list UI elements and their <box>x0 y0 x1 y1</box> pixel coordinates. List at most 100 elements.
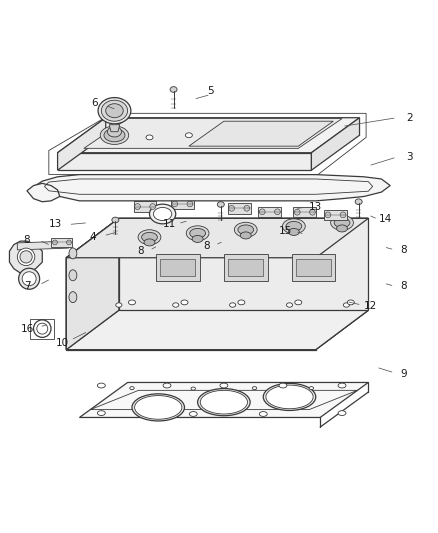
Ellipse shape <box>37 323 48 334</box>
Ellipse shape <box>234 222 257 237</box>
Polygon shape <box>223 254 267 280</box>
Ellipse shape <box>185 133 192 138</box>
Text: 8: 8 <box>399 281 406 291</box>
Ellipse shape <box>337 411 345 416</box>
Polygon shape <box>66 219 367 350</box>
Text: 4: 4 <box>89 232 95 242</box>
Ellipse shape <box>286 303 292 307</box>
Polygon shape <box>228 259 263 276</box>
Ellipse shape <box>17 248 35 265</box>
Ellipse shape <box>186 226 208 241</box>
Ellipse shape <box>53 240 57 245</box>
Ellipse shape <box>22 272 36 286</box>
Ellipse shape <box>192 236 203 243</box>
Text: 12: 12 <box>363 301 376 311</box>
Ellipse shape <box>279 383 286 388</box>
Ellipse shape <box>149 204 155 209</box>
Ellipse shape <box>134 395 181 419</box>
Ellipse shape <box>263 383 315 410</box>
Ellipse shape <box>240 232 251 239</box>
Polygon shape <box>51 238 72 247</box>
Polygon shape <box>10 241 42 273</box>
Polygon shape <box>188 121 332 146</box>
Text: 8: 8 <box>399 245 406 255</box>
Polygon shape <box>109 125 120 132</box>
Ellipse shape <box>162 383 170 388</box>
Polygon shape <box>119 219 367 310</box>
Ellipse shape <box>69 292 77 303</box>
Ellipse shape <box>112 217 119 223</box>
Polygon shape <box>66 219 367 258</box>
Polygon shape <box>170 199 193 209</box>
Polygon shape <box>155 254 199 280</box>
Ellipse shape <box>265 385 312 409</box>
Text: 14: 14 <box>378 214 392 224</box>
Text: 3: 3 <box>406 152 412 162</box>
Ellipse shape <box>171 201 177 207</box>
Polygon shape <box>323 209 346 220</box>
Ellipse shape <box>219 383 227 388</box>
Ellipse shape <box>104 128 125 142</box>
Ellipse shape <box>20 251 32 263</box>
Ellipse shape <box>259 209 265 215</box>
Text: 5: 5 <box>207 86 214 96</box>
Polygon shape <box>84 118 341 148</box>
Ellipse shape <box>172 303 178 307</box>
Ellipse shape <box>336 225 347 232</box>
Polygon shape <box>311 118 359 170</box>
Ellipse shape <box>324 212 330 218</box>
Ellipse shape <box>130 386 134 390</box>
Ellipse shape <box>200 390 247 414</box>
Ellipse shape <box>189 229 205 238</box>
Text: 8: 8 <box>203 241 209 251</box>
Ellipse shape <box>237 300 244 305</box>
Ellipse shape <box>308 386 313 390</box>
Ellipse shape <box>339 212 345 218</box>
Ellipse shape <box>141 232 157 242</box>
Polygon shape <box>66 219 367 258</box>
Ellipse shape <box>153 207 171 221</box>
Text: 15: 15 <box>278 225 291 236</box>
Ellipse shape <box>259 411 267 416</box>
Ellipse shape <box>346 300 353 305</box>
Polygon shape <box>134 201 156 212</box>
Ellipse shape <box>217 201 224 207</box>
Ellipse shape <box>330 215 353 230</box>
Ellipse shape <box>333 218 349 228</box>
Ellipse shape <box>282 219 304 233</box>
Ellipse shape <box>18 268 39 289</box>
Polygon shape <box>293 207 315 217</box>
Polygon shape <box>227 203 250 214</box>
Ellipse shape <box>294 209 300 215</box>
Polygon shape <box>57 118 359 153</box>
Ellipse shape <box>237 225 253 235</box>
Text: 2: 2 <box>406 112 412 123</box>
Ellipse shape <box>149 204 175 224</box>
Ellipse shape <box>107 126 121 137</box>
Ellipse shape <box>288 229 299 236</box>
Ellipse shape <box>69 248 77 259</box>
Ellipse shape <box>343 303 349 307</box>
Ellipse shape <box>252 386 256 390</box>
Polygon shape <box>57 118 106 170</box>
Polygon shape <box>160 259 195 276</box>
Ellipse shape <box>180 300 187 305</box>
Polygon shape <box>315 219 367 350</box>
Text: 8: 8 <box>24 235 30 245</box>
Ellipse shape <box>69 270 77 281</box>
Text: 8: 8 <box>137 246 144 256</box>
Ellipse shape <box>138 230 160 245</box>
Text: 10: 10 <box>55 338 68 348</box>
Ellipse shape <box>286 221 301 231</box>
Ellipse shape <box>146 135 152 140</box>
Ellipse shape <box>97 383 105 388</box>
Polygon shape <box>66 258 315 350</box>
Polygon shape <box>17 241 68 250</box>
Text: 16: 16 <box>20 324 33 334</box>
Polygon shape <box>66 219 119 350</box>
Ellipse shape <box>337 383 345 388</box>
Ellipse shape <box>67 240 71 245</box>
Ellipse shape <box>197 389 250 416</box>
Ellipse shape <box>244 205 249 211</box>
Ellipse shape <box>309 209 314 215</box>
